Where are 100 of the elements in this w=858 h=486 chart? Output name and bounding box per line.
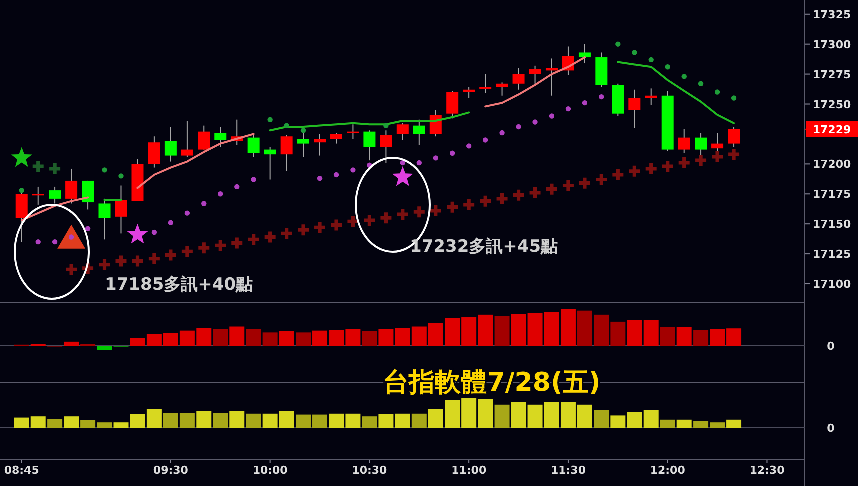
point [480, 196, 492, 207]
bar [246, 414, 262, 428]
bar [362, 416, 378, 428]
y-tick-label: 17200 [812, 158, 852, 172]
point [300, 128, 306, 134]
y-tick-label: 17100 [812, 278, 852, 292]
candlestick [330, 132, 343, 144]
point [416, 160, 422, 166]
candlestick [512, 68, 525, 90]
x-tick-label: 12:00 [650, 464, 686, 477]
point [184, 210, 190, 216]
point [714, 90, 720, 95]
point [334, 172, 340, 178]
point [215, 240, 226, 252]
candlestick [728, 126, 740, 148]
bar [64, 416, 80, 428]
candlestick [66, 168, 78, 204]
point [400, 160, 406, 166]
point [32, 161, 44, 172]
point [232, 238, 243, 249]
point [248, 234, 260, 246]
bar [694, 330, 709, 346]
x-tick-label: 08:45 [4, 464, 40, 477]
point [447, 202, 458, 213]
point [99, 259, 110, 270]
x-tick-label: 11:00 [452, 464, 487, 477]
point [532, 120, 538, 125]
candlestick [164, 126, 177, 162]
candlestick [32, 186, 44, 206]
point [314, 222, 326, 234]
bar [395, 414, 410, 428]
point [281, 228, 292, 240]
bar [494, 404, 510, 428]
point [268, 117, 273, 122]
point [182, 246, 193, 258]
point [85, 226, 91, 232]
point [599, 94, 604, 100]
y-tick-label: 17300 [812, 38, 852, 52]
point [516, 124, 522, 130]
candlestick [347, 124, 360, 140]
point [662, 161, 674, 172]
point [646, 163, 657, 174]
annotation: 17185多訊+40點 [105, 275, 254, 295]
x-tick-label: 10:30 [352, 464, 388, 477]
bar [660, 328, 676, 346]
y-tick-label: 17229 [812, 123, 852, 136]
candlestick [280, 134, 293, 172]
point [234, 184, 240, 190]
candlestick [380, 130, 392, 164]
point [728, 149, 740, 160]
point [430, 205, 442, 216]
point [513, 190, 524, 201]
bar [726, 420, 742, 428]
point [127, 224, 148, 244]
point [264, 232, 276, 243]
y-tick-label: 17325 [812, 8, 852, 22]
point [632, 50, 638, 56]
candlestick [578, 44, 591, 64]
point [52, 239, 58, 245]
point [582, 100, 588, 106]
bar [146, 409, 162, 428]
bar [97, 346, 112, 350]
point [132, 256, 144, 267]
point [566, 106, 572, 112]
point [731, 96, 737, 101]
candlestick [298, 130, 310, 158]
point [579, 178, 590, 189]
point [648, 57, 654, 63]
point [380, 212, 392, 224]
point [350, 168, 356, 173]
candlestick [148, 136, 160, 168]
point [466, 144, 472, 149]
bar [362, 331, 378, 346]
x-tick-label: 10:00 [252, 464, 288, 477]
candlestick [446, 90, 459, 120]
point [118, 174, 124, 179]
candlestick [645, 88, 658, 106]
point [148, 253, 160, 264]
point [66, 264, 78, 276]
x-tick-label: 09:30 [153, 464, 189, 477]
annotation: 17232多訊+45點 [410, 237, 558, 257]
point [202, 201, 207, 206]
x-tick-label: 12:30 [750, 464, 786, 477]
point [384, 123, 389, 128]
point [168, 220, 174, 226]
candlestick [264, 146, 276, 180]
candlestick [198, 125, 210, 150]
bar [213, 329, 228, 346]
point [464, 199, 475, 210]
point [397, 209, 408, 220]
bar [296, 332, 312, 346]
bar [230, 326, 245, 346]
point [364, 215, 376, 226]
text: 0 [827, 340, 836, 353]
candlestick [396, 122, 409, 141]
bar [378, 329, 394, 346]
point [19, 188, 24, 194]
candlestick [49, 186, 62, 204]
point [50, 163, 61, 174]
candlestick [480, 74, 492, 94]
